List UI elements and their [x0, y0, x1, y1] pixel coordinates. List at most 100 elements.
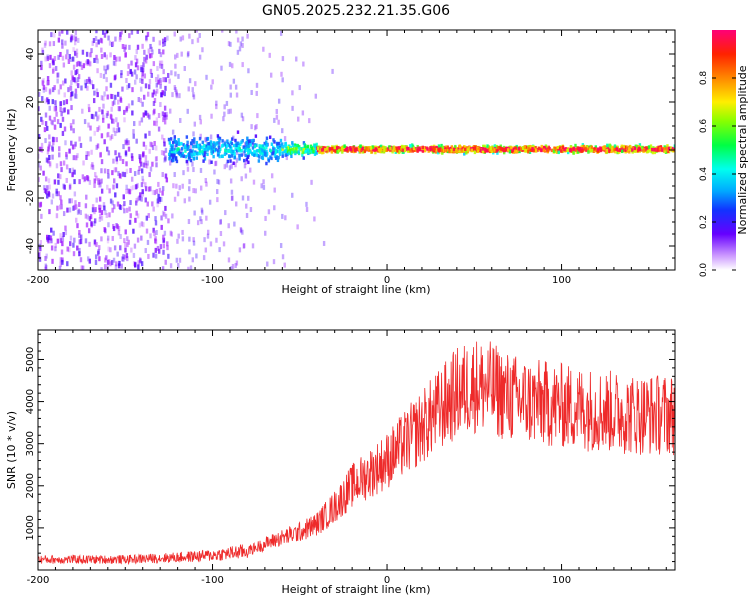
- heatmap-cell: [66, 49, 69, 55]
- y-tick-label: 2000: [25, 473, 36, 498]
- heatmap-cell: [379, 147, 383, 151]
- heatmap-cell: [123, 117, 126, 123]
- heatmap-cell: [227, 223, 230, 229]
- heatmap-cell: [118, 173, 122, 179]
- heatmap-cell: [146, 91, 150, 97]
- heatmap-cell: [371, 147, 375, 152]
- heatmap-cell: [262, 184, 266, 190]
- heatmap-cell: [146, 31, 150, 37]
- heatmap-cell: [170, 158, 174, 163]
- heatmap-cell: [593, 147, 596, 151]
- heatmap-cell: [485, 148, 488, 153]
- heatmap-cell: [267, 158, 271, 163]
- heatmap-cell: [440, 143, 443, 148]
- heatmap-cell: [294, 149, 297, 154]
- heatmap-cell: [124, 242, 127, 248]
- heatmap-cell: [68, 183, 72, 189]
- heatmap-cell: [649, 144, 653, 148]
- heatmap-cell: [96, 68, 99, 74]
- heatmap-cell: [532, 145, 535, 149]
- heatmap-cell: [297, 116, 300, 122]
- heatmap-cell: [274, 156, 278, 160]
- heatmap-cell: [235, 149, 239, 155]
- heatmap-cell: [62, 211, 66, 217]
- heatmap-cell: [521, 146, 525, 151]
- heatmap-cell: [279, 243, 283, 249]
- heatmap-cell: [85, 51, 89, 57]
- heatmap-cell: [412, 146, 416, 151]
- heatmap-cell: [95, 30, 98, 34]
- heatmap-cell: [322, 146, 325, 150]
- heatmap-cell: [220, 144, 224, 148]
- heatmap-cell: [181, 229, 184, 235]
- heatmap-cell: [130, 247, 133, 253]
- heatmap-cell: [186, 166, 190, 172]
- heatmap-cell: [251, 146, 255, 150]
- heatmap-cell: [138, 195, 141, 201]
- heatmap-cell: [154, 216, 157, 222]
- heatmap-cell: [158, 48, 161, 54]
- heatmap-cell: [233, 152, 236, 156]
- heatmap-cell: [321, 148, 324, 152]
- heatmap-cell: [242, 150, 245, 156]
- heatmap-cell: [64, 140, 67, 146]
- heatmap-cell: [135, 49, 138, 55]
- heatmap-cell: [596, 149, 600, 153]
- heatmap-cell: [500, 146, 503, 151]
- heatmap-cell: [153, 190, 157, 196]
- heatmap-cell: [175, 159, 179, 164]
- heatmap-cell: [143, 73, 147, 79]
- heatmap-cell: [199, 151, 202, 156]
- heatmap-cell: [72, 47, 75, 53]
- heatmap-cell: [313, 144, 317, 149]
- heatmap-cell: [69, 95, 73, 101]
- heatmap-cell: [57, 173, 60, 179]
- heatmap-cell: [203, 237, 206, 243]
- heatmap-cell: [85, 78, 89, 84]
- heatmap-cell: [78, 247, 81, 253]
- heatmap-cell: [203, 153, 206, 158]
- heatmap-cell: [93, 57, 96, 63]
- heatmap-cell: [140, 196, 143, 202]
- heatmap-cell: [254, 125, 257, 131]
- heatmap-cell: [184, 149, 187, 153]
- heatmap-cell: [187, 50, 190, 56]
- heatmap-cell: [185, 135, 189, 139]
- heatmap-cell: [76, 209, 80, 215]
- heatmap-cell: [208, 199, 212, 205]
- heatmap-cell: [384, 146, 387, 150]
- heatmap-cell: [286, 149, 290, 153]
- heatmap-cell: [230, 154, 234, 158]
- heatmap-cell: [331, 68, 334, 74]
- heatmap-cell: [102, 73, 106, 79]
- heatmap-cell: [336, 149, 340, 154]
- heatmap-cell: [272, 147, 275, 153]
- heatmap-cell: [173, 138, 176, 143]
- heatmap-cell: [296, 143, 299, 148]
- heatmap-cell: [182, 154, 185, 158]
- heatmap-cell: [62, 100, 66, 106]
- heatmap-cell: [79, 239, 83, 245]
- heatmap-cell: [163, 211, 166, 217]
- heatmap-cell: [86, 85, 89, 91]
- heatmap-cell: [163, 157, 166, 163]
- heatmap-cell: [93, 178, 96, 184]
- heatmap-cell: [317, 146, 320, 151]
- heatmap-cell: [95, 242, 98, 248]
- heatmap-cell: [308, 118, 311, 124]
- heatmap-cell: [393, 147, 396, 151]
- heatmap-cell: [403, 148, 407, 153]
- heatmap-cell: [150, 46, 153, 52]
- heatmap-cell: [51, 120, 54, 126]
- heatmap-cell: [84, 83, 88, 89]
- heatmap-cell: [129, 189, 132, 195]
- heatmap-cell: [109, 135, 112, 141]
- heatmap-cell: [409, 144, 412, 148]
- heatmap-cell: [162, 150, 166, 156]
- heatmap-cell: [128, 206, 131, 212]
- heatmap-cell: [124, 150, 128, 156]
- heatmap-cell: [164, 147, 168, 153]
- heatmap-cell: [594, 145, 597, 149]
- heatmap-cell: [165, 111, 168, 117]
